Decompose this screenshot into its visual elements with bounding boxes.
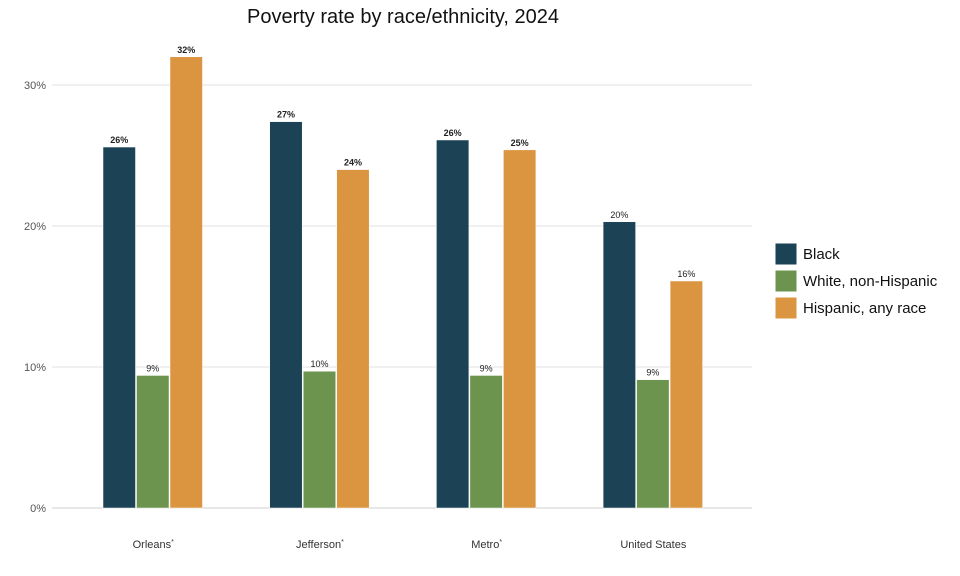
y-tick-label: 20% — [24, 221, 46, 233]
category-footnote-marker: * — [171, 539, 174, 546]
category-footnote-marker: * — [341, 539, 344, 546]
bar-white-non-hispanic-jefferson — [302, 370, 336, 509]
bar-white-non-hispanic-metro — [469, 375, 503, 509]
y-axis-ticks: 0% 10% 20% 30% — [24, 80, 46, 515]
data-label: 10% — [310, 359, 328, 369]
y-tick-label: 10% — [24, 362, 46, 374]
legend-swatch — [774, 296, 798, 320]
data-label: 25% — [511, 138, 529, 148]
bar-hispanic-any-race-jefferson — [336, 169, 370, 509]
bar-black-orleans — [102, 146, 136, 509]
y-tick-label: 30% — [24, 80, 46, 92]
category-label: Orleans* — [133, 539, 175, 551]
data-labels: 26% 9% 32% 27% 10% 24% 26% 9% 25% 20% 9% 16% — [110, 45, 695, 378]
bars — [102, 56, 703, 509]
category-label: Metro* — [471, 539, 502, 551]
data-label: 9% — [646, 368, 659, 378]
bar-white-non-hispanic-united-states — [636, 379, 670, 509]
legend-label: Black — [803, 246, 840, 263]
x-axis-categories: Orleans* Jefferson* Metro* United States — [133, 539, 687, 551]
data-label: 27% — [277, 110, 295, 120]
data-label: 16% — [677, 269, 695, 279]
data-label: 32% — [177, 45, 195, 55]
category-footnote-marker: * — [499, 539, 502, 546]
data-label: 26% — [444, 128, 462, 138]
data-label: 20% — [610, 210, 628, 220]
bar-hispanic-any-race-metro — [503, 149, 537, 509]
data-label: 26% — [110, 135, 128, 145]
y-tick-label: 0% — [30, 503, 46, 515]
bar-hispanic-any-race-orleans — [169, 56, 203, 509]
legend: Black White, non-Hispanic Hispanic, any ra… — [774, 242, 938, 320]
data-label: 9% — [480, 363, 493, 373]
legend-swatch — [774, 269, 798, 293]
legend-label: White, non-Hispanic — [803, 273, 938, 290]
data-label: 9% — [146, 363, 159, 373]
category-label: United States — [620, 539, 687, 551]
bar-black-jefferson — [269, 121, 303, 509]
category-label: Jefferson* — [296, 539, 344, 551]
bar-black-united-states — [602, 221, 636, 509]
bar-white-non-hispanic-orleans — [136, 375, 170, 509]
data-label: 24% — [344, 158, 362, 168]
legend-label: Hispanic, any race — [803, 300, 926, 317]
bar-black-metro — [436, 139, 470, 509]
chart-title: Poverty rate by race/ethnicity, 2024 — [247, 6, 559, 28]
legend-swatch — [774, 242, 798, 266]
bar-hispanic-any-race-united-states — [669, 280, 703, 509]
